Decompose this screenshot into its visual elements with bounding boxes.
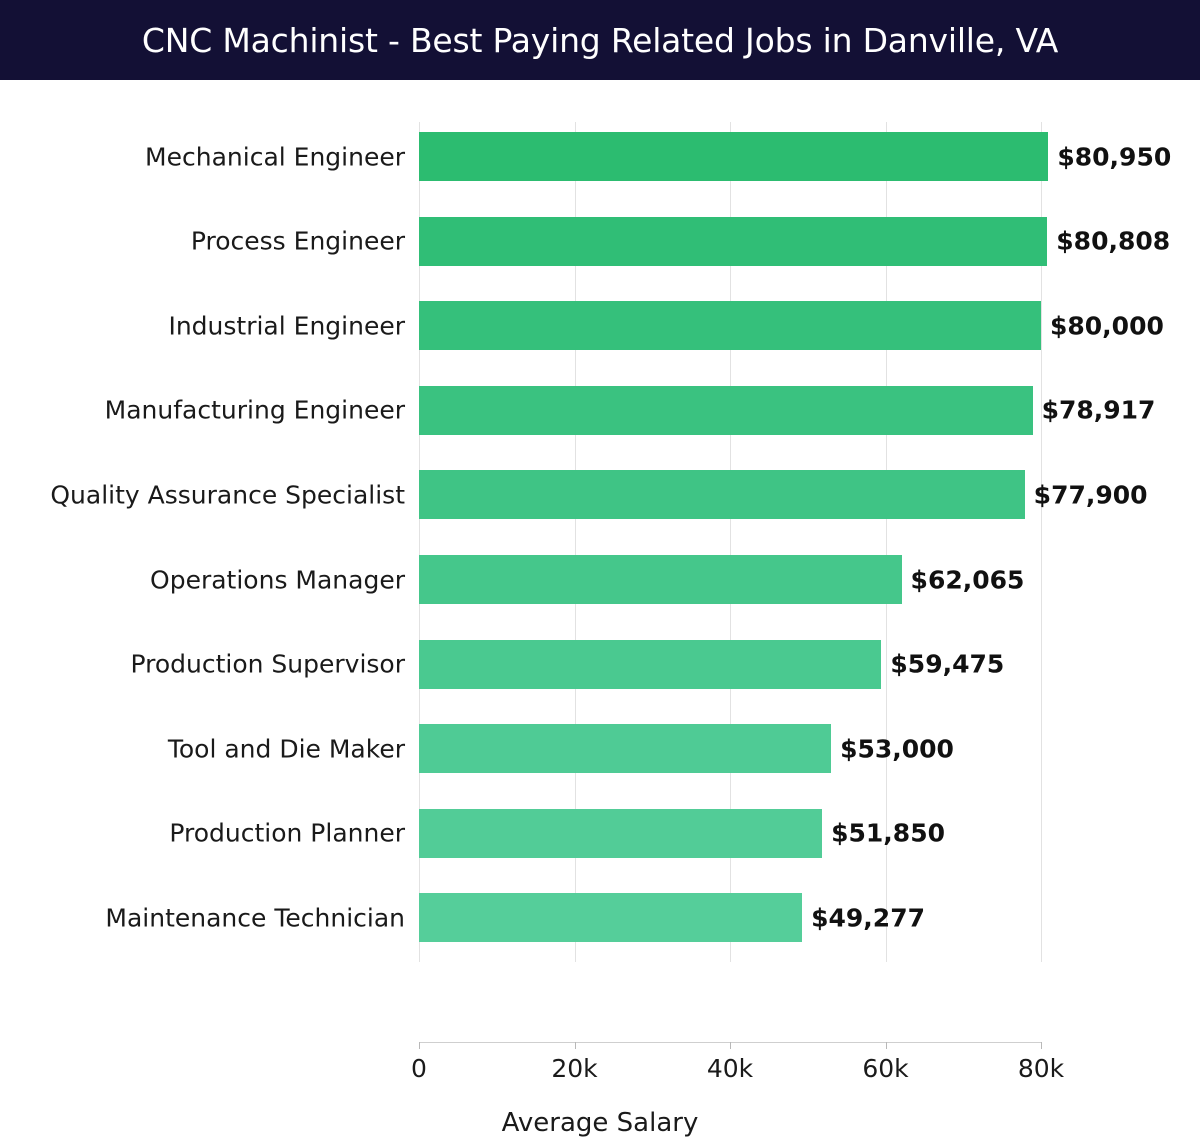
- bar-row[interactable]: Process Engineer $80,808: [0, 216, 1200, 266]
- bar-value-label: $78,917: [1041, 395, 1156, 425]
- bar-row[interactable]: Maintenance Technician $49,277: [0, 893, 1200, 943]
- page-title: CNC Machinist - Best Paying Related Jobs…: [141, 20, 1059, 60]
- bar-row[interactable]: Tool and Die Maker $53,000: [0, 724, 1200, 774]
- bar-value-label: $49,277: [811, 903, 925, 933]
- gridline: [419, 122, 420, 962]
- category-label: Tool and Die Maker: [167, 734, 405, 764]
- bar-row[interactable]: Operations Manager $62,065: [0, 555, 1200, 604]
- gridline: [885, 122, 887, 962]
- bar[interactable]: [419, 216, 1048, 266]
- category-label: Quality Assurance Specialist: [50, 480, 405, 510]
- category-label: Manufacturing Engineer: [104, 395, 405, 425]
- bar-row[interactable]: Production Supervisor $59,475: [0, 639, 1200, 689]
- gridline: [1041, 122, 1042, 962]
- x-tick-mark: [419, 1042, 420, 1049]
- bar-value-label: $80,808: [1056, 226, 1171, 256]
- bar-value-label: $77,900: [1033, 480, 1148, 510]
- gridline: [730, 122, 731, 962]
- bar[interactable]: [419, 724, 832, 774]
- bar[interactable]: [419, 301, 1041, 351]
- bar[interactable]: [419, 385, 1033, 435]
- bar-row[interactable]: Industrial Engineer $80,000: [0, 301, 1200, 351]
- gridline: [574, 122, 576, 962]
- x-tick-label: 60k: [862, 1054, 909, 1083]
- x-tick-mark: [1041, 1042, 1042, 1049]
- bar-row[interactable]: Manufacturing Engineer $78,917: [0, 385, 1200, 435]
- bar-value-label: $53,000: [840, 734, 954, 764]
- category-label: Maintenance Technician: [105, 903, 405, 933]
- x-tick-mark: [574, 1042, 576, 1049]
- bar-value-label: $59,475: [890, 649, 1005, 679]
- bar[interactable]: [419, 555, 902, 604]
- bar-value-label: $62,065: [910, 565, 1025, 594]
- bar[interactable]: [419, 808, 823, 858]
- chart-plot-area: 0 20k 40k 60k 80k Mechanical Engineer $80,950…: [0, 80, 1200, 1140]
- header-band: CNC Machinist - Best Paying Related Jobs…: [0, 0, 1200, 80]
- category-label: Production Planner: [169, 818, 405, 848]
- x-tick-label: 40k: [706, 1054, 754, 1083]
- bar-value-label: $51,850: [831, 818, 945, 848]
- bar-value-label: $80,950: [1057, 142, 1172, 171]
- category-label: Operations Manager: [150, 565, 405, 594]
- category-label: Industrial Engineer: [168, 311, 405, 341]
- x-tick-label: 0: [411, 1054, 427, 1083]
- bar[interactable]: [419, 132, 1049, 181]
- x-tick-mark: [730, 1042, 731, 1049]
- category-label: Production Supervisor: [130, 649, 405, 679]
- category-label: Process Engineer: [190, 226, 405, 256]
- x-axis-title: Average Salary: [501, 1108, 699, 1138]
- bar-row[interactable]: Quality Assurance Specialist $77,900: [0, 470, 1200, 520]
- bar-value-label: $80,000: [1050, 311, 1164, 341]
- bar-row[interactable]: Production Planner $51,850: [0, 808, 1200, 858]
- x-tick-mark: [885, 1042, 887, 1049]
- bar-row[interactable]: Mechanical Engineer $80,950: [0, 132, 1200, 181]
- category-label: Mechanical Engineer: [145, 142, 405, 171]
- x-tick-label: 20k: [551, 1054, 598, 1083]
- bar[interactable]: [419, 470, 1025, 520]
- bar[interactable]: [419, 639, 882, 689]
- x-tick-label: 80k: [1017, 1054, 1065, 1083]
- bar[interactable]: [419, 893, 803, 943]
